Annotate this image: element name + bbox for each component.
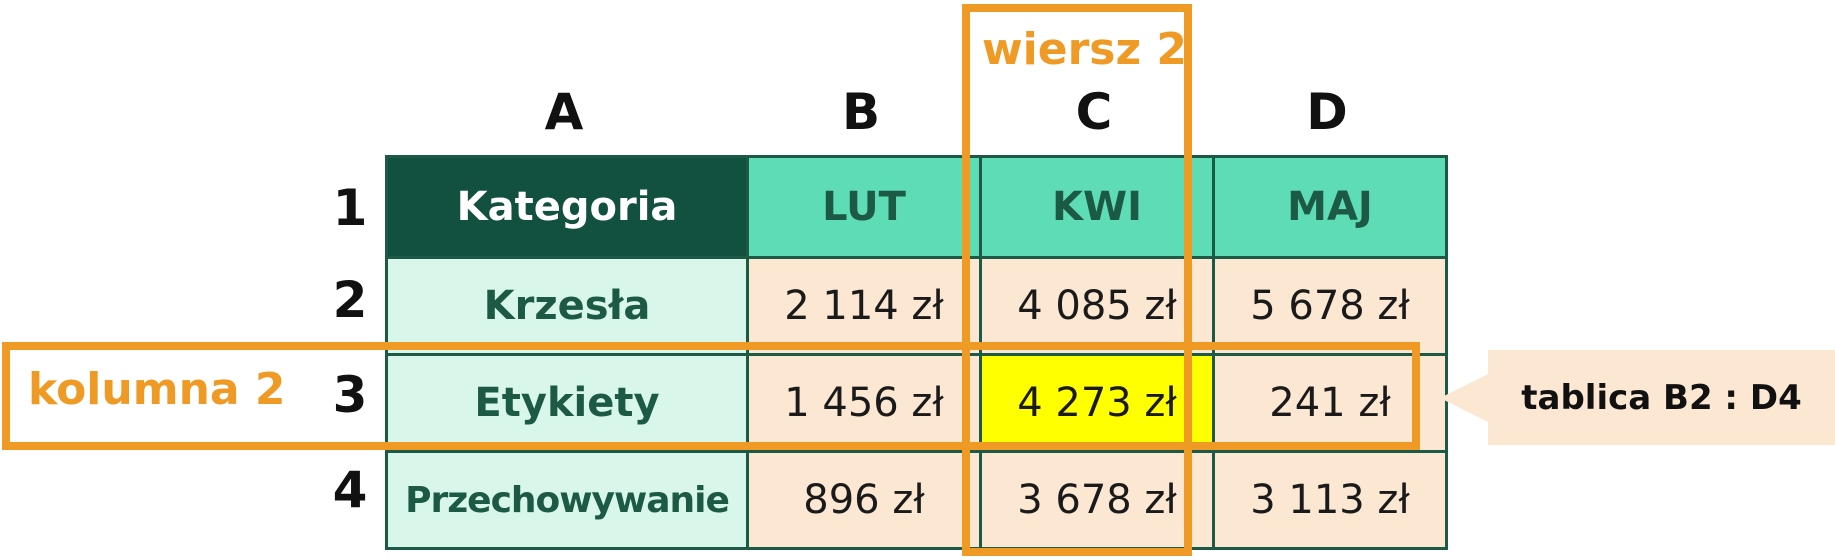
column-letter-a: A: [544, 83, 584, 141]
row-number-4: 4: [332, 461, 368, 519]
row-number-2: 2: [332, 271, 368, 329]
header-cell-lut: LUT: [749, 158, 979, 256]
value-cell: 4 085 zł: [982, 259, 1212, 353]
header-cell-maj: MAJ: [1215, 158, 1445, 256]
value-cell: 241 zł: [1215, 356, 1445, 450]
value-cell: 3 678 zł: [982, 453, 1212, 547]
column-letter-d: D: [1306, 83, 1348, 141]
row-label-cell: Przechowywanie: [388, 453, 746, 547]
column-letter-b: B: [841, 83, 881, 141]
callout-text: tablica B2 : D4: [1521, 377, 1802, 418]
value-cell: 1 456 zł: [749, 356, 979, 450]
column-frame-label: wiersz 2: [982, 24, 1188, 75]
range-callout: tablica B2 : D4: [1488, 350, 1835, 445]
row-frame-label: kolumna 2: [28, 364, 286, 415]
column-letter-c: C: [1075, 83, 1113, 141]
row-label-cell: Etykiety: [388, 356, 746, 450]
row-number-1: 1: [332, 179, 368, 237]
value-cell: 896 zł: [749, 453, 979, 547]
value-cell: 5 678 zł: [1215, 259, 1445, 353]
row-label-cell: Krzesła: [388, 259, 746, 353]
value-cell: 3 113 zł: [1215, 453, 1445, 547]
highlighted-value-cell: 4 273 zł: [982, 356, 1212, 450]
value-cell: 2 114 zł: [749, 259, 979, 353]
row-number-3: 3: [332, 366, 368, 424]
spreadsheet-table: Kategoria LUT KWI MAJ Krzesła 2 114 zł 4…: [385, 155, 1448, 550]
callout-arrow: [1440, 374, 1488, 422]
header-cell-category: Kategoria: [388, 158, 746, 256]
header-cell-kwi: KWI: [982, 158, 1212, 256]
